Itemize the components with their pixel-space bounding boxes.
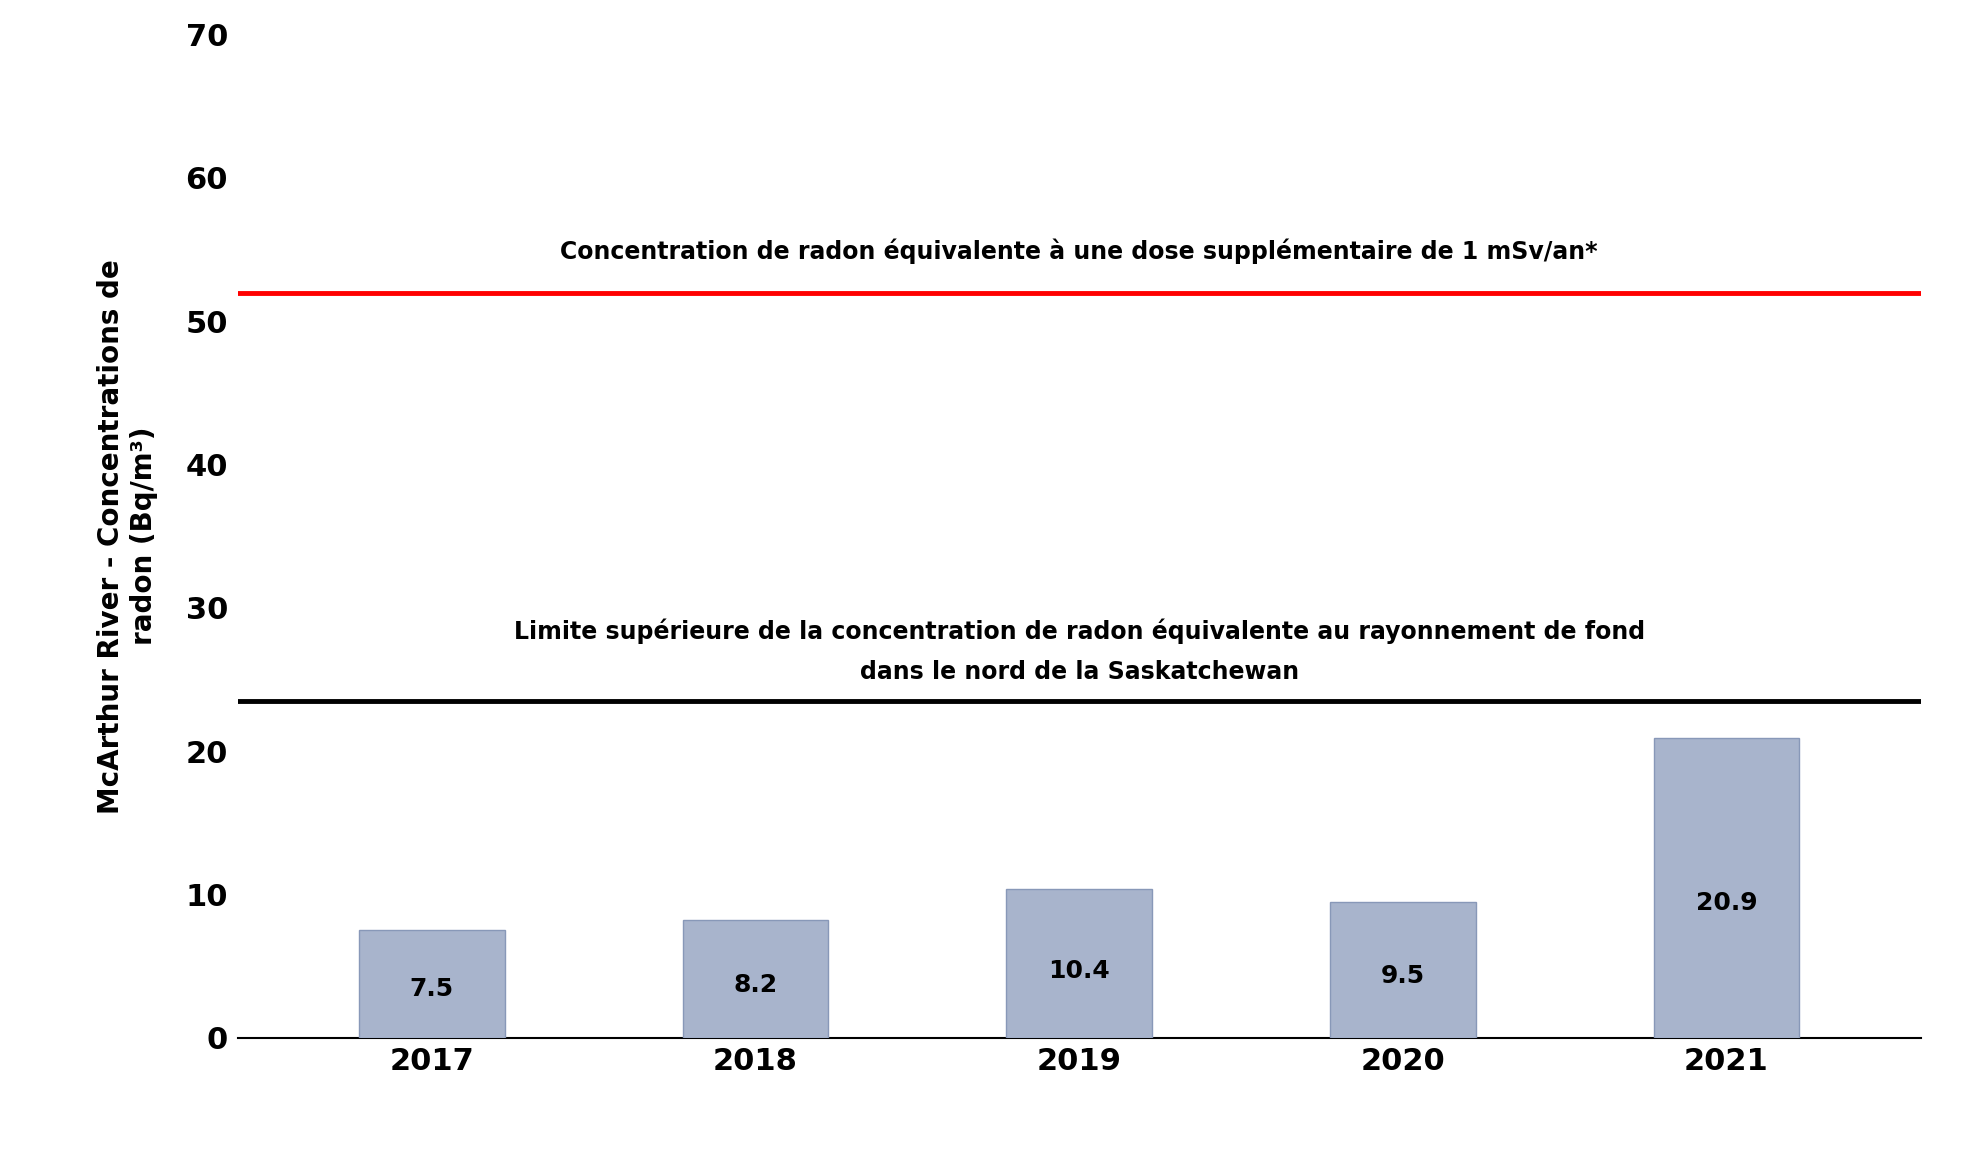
Text: Limite supérieure de la concentration de radon équivalente au rayonnement de fon: Limite supérieure de la concentration de…: [513, 618, 1645, 643]
Text: 8.2: 8.2: [733, 973, 778, 997]
Text: 10.4: 10.4: [1047, 958, 1111, 982]
Text: Concentration de radon équivalente à une dose supplémentaire de 1 mSv/an*: Concentration de radon équivalente à une…: [560, 239, 1598, 264]
Bar: [1006, 889, 1152, 1038]
Bar: [1653, 738, 1800, 1038]
Y-axis label: McArthur River - Concentrations de
radon (Bq/m³): McArthur River - Concentrations de radon…: [97, 258, 158, 814]
Bar: [683, 920, 828, 1038]
Text: 9.5: 9.5: [1380, 964, 1426, 988]
Text: 7.5: 7.5: [410, 978, 453, 1001]
Text: dans le nord de la Saskatchewan: dans le nord de la Saskatchewan: [859, 660, 1299, 684]
Bar: [1331, 902, 1475, 1038]
Text: 20.9: 20.9: [1695, 891, 1756, 915]
Bar: [358, 930, 505, 1038]
